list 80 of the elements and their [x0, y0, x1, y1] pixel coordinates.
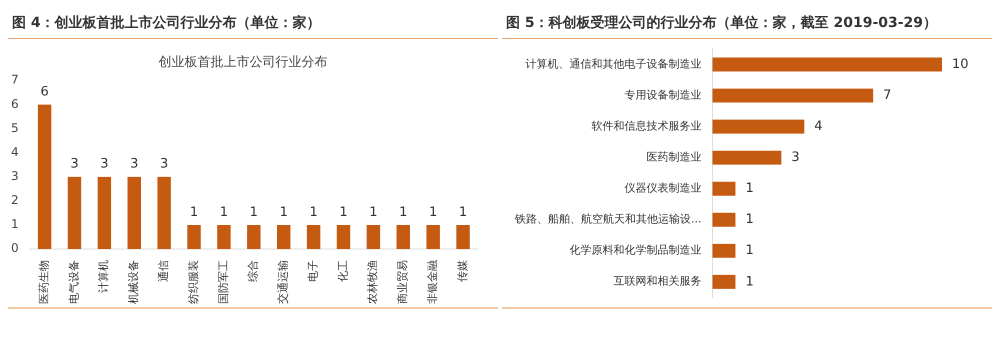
bar [712, 88, 874, 103]
chart-title: 图 5：科创板受理公司的行业分布（单位：家，截至 2019-03-29） [502, 8, 992, 39]
y-tick-label: 7 [10, 72, 19, 87]
y-tick-label: 4 [10, 144, 19, 159]
bar [456, 224, 470, 249]
y-tick-label: 1 [10, 217, 19, 232]
y-tick-label: 互联网和相关服务 [613, 274, 702, 288]
y-tick-label: 计算机、通信和其他电子设备制造业 [525, 57, 702, 70]
x-tick-label: 交通运输 [276, 260, 290, 304]
bar [98, 176, 112, 249]
bar [247, 224, 261, 249]
bar [712, 182, 736, 196]
bar [217, 224, 231, 249]
x-tick-label: 传媒 [456, 260, 469, 282]
x-tick-label: 机械设备 [127, 260, 140, 304]
y-tick-label: 2 [10, 193, 19, 208]
x-tick-label: 化工 [336, 260, 350, 282]
x-tick-label: 非银金融 [426, 260, 440, 304]
data-label: 3 [791, 150, 800, 166]
bar [38, 104, 52, 249]
y-tick-label: 化学原料和化学制品制造业 [569, 244, 702, 257]
data-label: 4 [814, 119, 823, 134]
y-tick-label: 铁路、船舶、航空航天和其他运输设... [514, 212, 702, 226]
data-label: 3 [70, 156, 79, 172]
data-label: 3 [100, 156, 109, 172]
x-tick-label: 电子 [306, 260, 320, 282]
y-tick-label: 医药制造业 [646, 150, 702, 164]
data-label: 3 [160, 156, 168, 172]
bar [128, 176, 141, 249]
bar [712, 212, 736, 227]
bar [712, 58, 942, 72]
data-label: 1 [250, 204, 258, 220]
data-label: 1 [399, 204, 408, 220]
data-label: 1 [745, 212, 754, 228]
data-label: 10 [952, 56, 969, 72]
bar [712, 150, 782, 165]
bar [366, 224, 380, 249]
y-tick-label: 软件和信息技术服务业 [591, 119, 702, 132]
y-tick-label: 3 [10, 168, 19, 183]
bar [712, 274, 736, 289]
chart-title: 图 4：创业板首批上市公司行业分布（单位：家） [8, 8, 498, 39]
bar [712, 244, 736, 258]
x-tick-label: 纺织服装 [186, 260, 200, 304]
data-label: 6 [40, 84, 49, 100]
x-tick-label: 综合 [246, 260, 260, 282]
data-label: 1 [458, 204, 468, 220]
data-label: 1 [220, 204, 228, 220]
bar [336, 224, 350, 249]
x-tick-label: 国防军工 [216, 260, 230, 304]
bar [187, 224, 201, 249]
x-tick-label: 商业贸易 [396, 260, 410, 304]
x-tick-label: 医药生物 [37, 260, 50, 304]
bar [306, 224, 320, 249]
chart-subtitle: 创业板首批上市公司行业分布 [158, 55, 328, 70]
y-tick-label: 0 [10, 241, 19, 256]
x-tick-label: 农林牧渔 [366, 260, 380, 304]
y-tick-label: 仪器仪表制造业 [624, 182, 702, 195]
y-tick-label: 专用设备制造业 [624, 88, 702, 102]
x-tick-label: 通信 [157, 260, 170, 282]
data-label: 1 [369, 204, 378, 220]
data-label: 1 [745, 274, 754, 290]
data-label: 7 [883, 88, 892, 103]
data-label: 1 [745, 243, 754, 258]
y-tick-label: 6 [10, 96, 19, 111]
data-label: 1 [339, 204, 348, 220]
y-tick-label: 5 [10, 120, 19, 135]
data-label: 1 [429, 204, 438, 220]
data-label: 3 [130, 156, 138, 172]
bar [68, 176, 82, 249]
bar [276, 224, 290, 249]
bar [396, 224, 410, 249]
x-tick-label: 电气设备 [67, 260, 80, 304]
bar [157, 176, 171, 249]
data-label: 1 [745, 181, 754, 196]
bar [426, 224, 440, 249]
data-label: 1 [309, 204, 318, 220]
x-tick-label: 计算机 [97, 260, 110, 293]
data-label: 1 [280, 204, 288, 220]
bar [712, 120, 804, 134]
data-label: 1 [190, 204, 198, 220]
